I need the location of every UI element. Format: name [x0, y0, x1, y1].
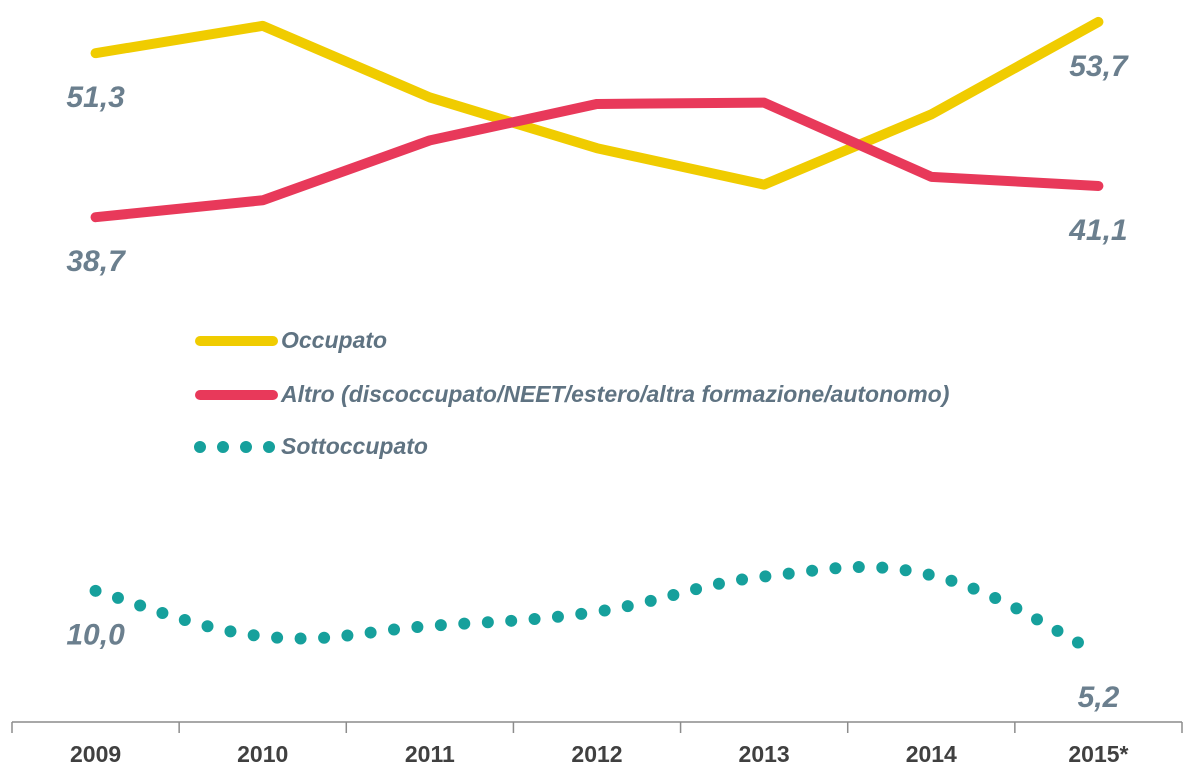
data-label: 38,7	[66, 245, 126, 278]
legend-label: Occupato	[281, 327, 387, 353]
x-tick-label: 2015*	[1068, 741, 1128, 767]
data-label: 41,1	[1068, 214, 1127, 247]
data-label: 53,7	[1069, 50, 1129, 83]
x-tick-label: 2013	[739, 741, 790, 767]
legend-label: Altro (discoccupato/NEET/estero/altra fo…	[280, 381, 949, 407]
legend-label: Sottoccupato	[281, 433, 428, 459]
x-tick-label: 2012	[571, 741, 622, 767]
x-tick-label: 2010	[237, 741, 288, 767]
data-label: 5,2	[1078, 681, 1120, 714]
series-line	[90, 97, 1104, 223]
series-line	[89, 560, 1105, 660]
data-label: 51,3	[66, 81, 125, 114]
x-tick-label: 2009	[70, 741, 121, 767]
data-label: 10,0	[66, 619, 125, 652]
series-line	[90, 16, 1104, 190]
x-tick-label: 2011	[405, 741, 455, 767]
x-tick-label: 2014	[906, 741, 957, 767]
